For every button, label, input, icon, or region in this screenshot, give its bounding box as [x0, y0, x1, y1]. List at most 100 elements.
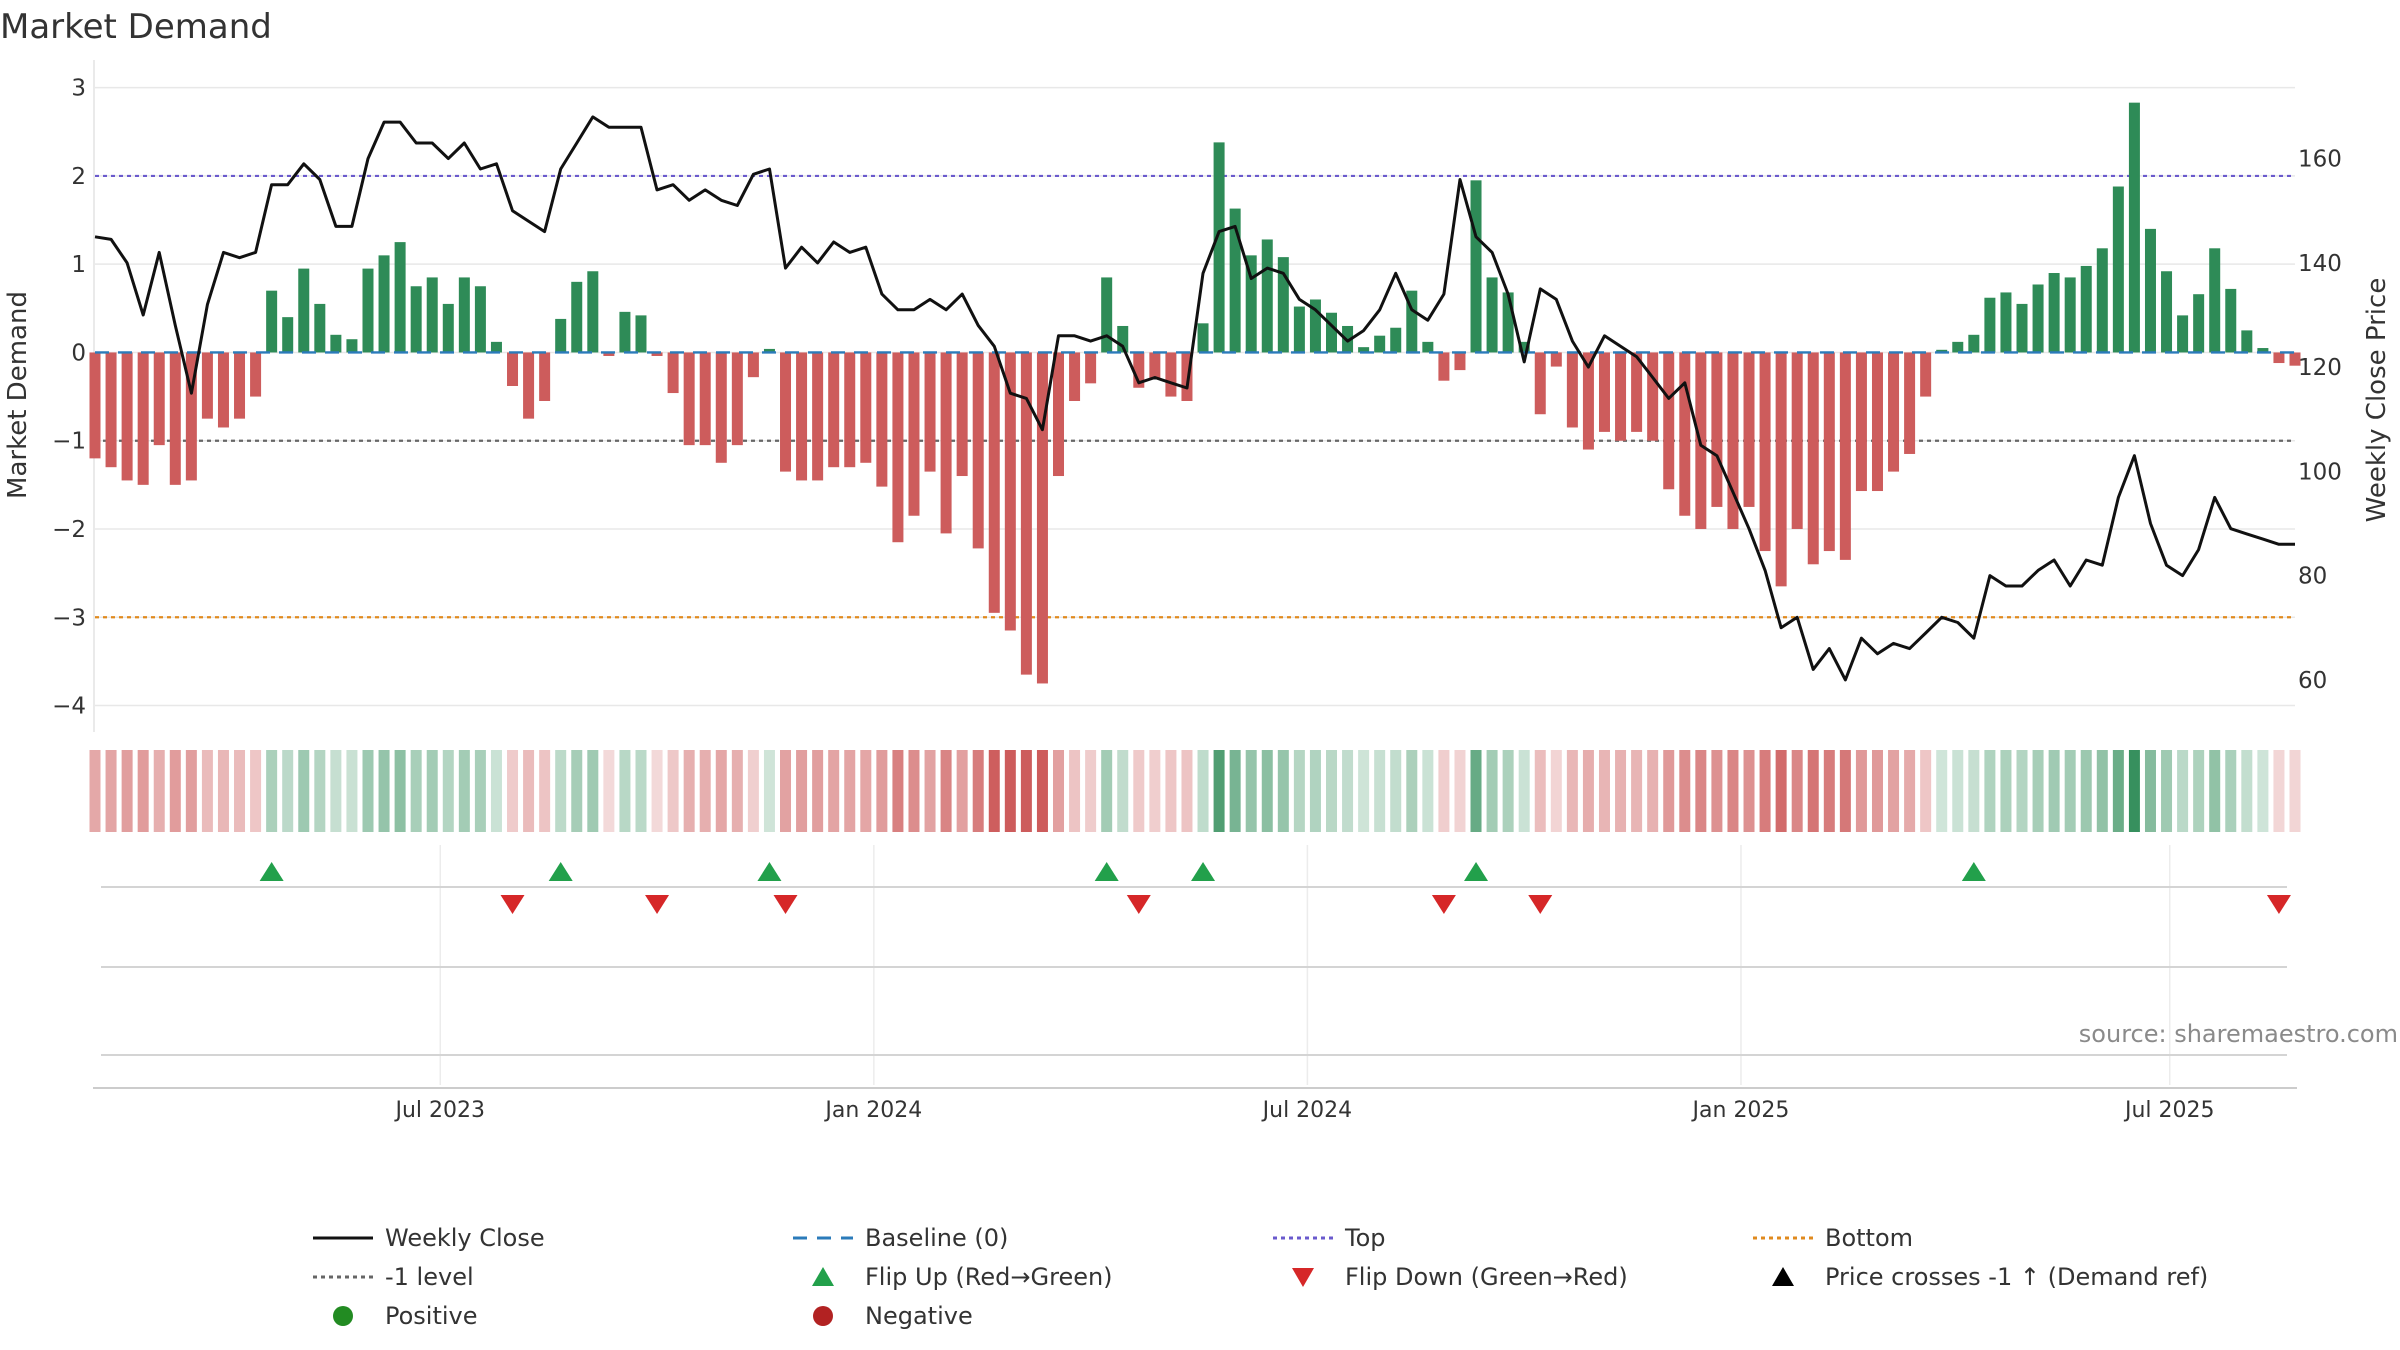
- heat-cell: [1631, 750, 1643, 832]
- heat-cell: [1759, 750, 1771, 832]
- demand-bar-negative: [234, 352, 246, 419]
- legend-swatch-positive: [333, 1306, 353, 1326]
- heat-cell: [1422, 750, 1434, 832]
- demand-bar-negative: [1566, 352, 1578, 428]
- demand-bar-negative: [699, 352, 711, 446]
- heat-cell: [2128, 750, 2140, 832]
- demand-bar-positive: [1213, 142, 1225, 353]
- signal-panels: [93, 886, 2297, 1089]
- chart-title: Market Demand: [0, 7, 272, 47]
- heat-cell: [571, 750, 583, 832]
- heat-cell: [523, 750, 535, 832]
- demand-bar-positive: [2193, 294, 2205, 353]
- demand-bar-negative: [683, 352, 695, 446]
- demand-bar-negative: [908, 352, 920, 516]
- legend-label-weekly-close: Weekly Close: [385, 1224, 545, 1252]
- heat-cell: [956, 750, 968, 832]
- heat-cell: [892, 750, 904, 832]
- heat-cell: [539, 750, 551, 832]
- right-tick-label: 100: [2298, 459, 2342, 485]
- legend-swatch-flip-down: [1292, 1268, 1314, 1287]
- demand-bar-positive: [1374, 335, 1386, 353]
- flip-down-marker: [645, 895, 670, 914]
- heat-cell: [1197, 750, 1209, 832]
- heat-cell: [1534, 750, 1546, 832]
- demand-bar-positive: [2080, 265, 2092, 353]
- heat-cell: [314, 750, 326, 832]
- legend-label-flip-up: Flip Up (Red→Green): [865, 1263, 1113, 1291]
- demand-bar-negative: [250, 352, 262, 397]
- demand-bar-negative: [747, 352, 759, 378]
- legend-item-bottom: Bottom: [1753, 1224, 1913, 1252]
- heat-cell: [266, 750, 278, 832]
- demand-bar-negative: [860, 352, 872, 463]
- demand-bar-negative: [89, 352, 101, 459]
- demand-bar-negative: [988, 352, 1000, 613]
- demand-bar-negative: [972, 352, 984, 549]
- flip-up-marker: [1464, 862, 1489, 881]
- legend-label-minus-one: -1 level: [385, 1263, 474, 1291]
- heat-cell: [1727, 750, 1739, 832]
- demand-bar-positive: [1277, 257, 1289, 353]
- demand-bar-negative: [1775, 352, 1787, 587]
- demand-bar-negative: [844, 352, 856, 468]
- demand-bar-negative: [1181, 352, 1193, 401]
- heat-cell: [2273, 750, 2285, 832]
- demand-bar-positive: [2128, 102, 2140, 353]
- heat-cell: [89, 750, 101, 832]
- demand-bar-negative: [1020, 352, 1032, 675]
- demand-bar-positive: [2048, 273, 2060, 353]
- heat-cell: [490, 750, 502, 832]
- heat-cell: [828, 750, 840, 832]
- demand-bar-negative: [1855, 352, 1867, 492]
- left-tick-label: 0: [71, 340, 86, 366]
- right-tick-label: 80: [2298, 564, 2327, 590]
- flip-up-marker: [259, 862, 284, 881]
- right-tick-label: 160: [2298, 147, 2342, 173]
- x-axis-ticks: Jul 2023 Jan 2024 Jul 2024 Jan 2025 Jul 2025: [393, 1098, 2214, 1123]
- heat-cell: [1342, 750, 1354, 832]
- heat-cell: [699, 750, 711, 832]
- demand-bar-positive: [1229, 208, 1241, 353]
- flip-down-markers: [500, 895, 2291, 914]
- flip-up-marker: [1094, 862, 1119, 881]
- heat-cell: [282, 750, 294, 832]
- flip-down-marker: [500, 895, 525, 914]
- left-axis-label: Market Demand: [3, 291, 33, 499]
- demand-bar-positive: [2112, 186, 2124, 353]
- demand-bar-negative: [1085, 352, 1097, 384]
- demand-bar-positive: [1261, 239, 1273, 353]
- demand-bar-positive: [474, 286, 486, 353]
- demand-bar-negative: [603, 352, 615, 356]
- x-tick-label: Jul 2023: [393, 1098, 485, 1123]
- demand-bar-negative: [1888, 352, 1900, 472]
- left-tick-label: 2: [71, 164, 86, 190]
- x-tick-label: Jul 2024: [1261, 1098, 1353, 1123]
- heat-cell: [137, 750, 149, 832]
- demand-bar-positive: [1518, 341, 1530, 353]
- demand-bar-positive: [2225, 288, 2237, 353]
- heat-cell: [908, 750, 920, 832]
- demand-bar-negative: [185, 352, 197, 481]
- legend-item-negative: Negative: [813, 1302, 973, 1330]
- demand-bar-positive: [362, 268, 374, 353]
- demand-bar-positive: [1293, 306, 1305, 353]
- demand-bar-positive: [378, 255, 390, 353]
- flip-up-markers: [259, 862, 1986, 881]
- heat-cell: [1550, 750, 1562, 832]
- legend-label-negative: Negative: [865, 1302, 973, 1330]
- demand-bar-negative: [1133, 352, 1145, 388]
- heat-cell: [2032, 750, 2044, 832]
- heat-cell: [330, 750, 342, 832]
- demand-bar-positive: [1422, 341, 1434, 353]
- heat-cell: [234, 750, 246, 832]
- heat-cell: [1920, 750, 1932, 832]
- demand-bar-negative: [1647, 352, 1659, 441]
- demand-bar-positive: [2016, 303, 2028, 353]
- demand-bar-negative: [1053, 352, 1065, 477]
- demand-bar-negative: [924, 352, 936, 472]
- demand-bar-positive: [571, 281, 583, 353]
- demand-bar-positive: [1309, 299, 1321, 353]
- heat-cell: [1936, 750, 1948, 832]
